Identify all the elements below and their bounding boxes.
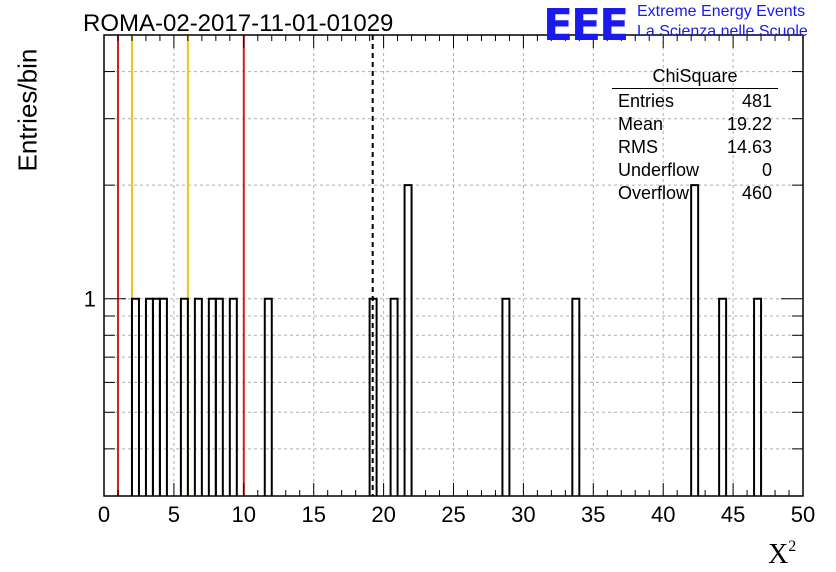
logo-line-1: Extreme Energy Events bbox=[637, 3, 806, 20]
histogram-bar bbox=[263, 297, 273, 496]
stats-label: Underflow bbox=[618, 160, 700, 180]
stats-row-overflow: Overflow 460 bbox=[612, 182, 778, 205]
stats-label: Overflow bbox=[618, 183, 690, 203]
histogram-bar bbox=[193, 297, 203, 496]
stats-label: RMS bbox=[618, 137, 658, 157]
chart-title: ROMA-02-2017-11-01-01029 bbox=[83, 10, 394, 37]
x-axis-label-symbol: X bbox=[768, 539, 789, 570]
stats-value: 14.63 bbox=[726, 137, 772, 157]
stats-row-rms: RMS 14.63 bbox=[612, 136, 778, 159]
histogram-bar bbox=[130, 297, 140, 496]
stats-label: Entries bbox=[618, 91, 675, 111]
stats-value: 460 bbox=[741, 183, 772, 203]
x-tick-label: 10 bbox=[232, 502, 256, 527]
stats-value: 481 bbox=[741, 91, 772, 111]
histogram-bar bbox=[214, 297, 224, 496]
histogram-bar bbox=[368, 297, 378, 496]
stats-value: 0 bbox=[761, 160, 772, 180]
x-tick-label: 30 bbox=[511, 502, 535, 527]
histogram-bar bbox=[571, 297, 581, 496]
x-tick-label: 40 bbox=[651, 502, 675, 527]
histogram-bar bbox=[389, 297, 399, 496]
y-axis-label: Entries/bin bbox=[12, 48, 43, 172]
histogram-bar bbox=[207, 297, 217, 496]
x-tick-label: 5 bbox=[168, 502, 180, 527]
histogram-bar bbox=[690, 184, 700, 496]
stats-label: Mean bbox=[618, 114, 664, 134]
stats-row-mean: Mean 19.22 bbox=[612, 113, 778, 136]
histogram-bar bbox=[501, 297, 511, 496]
histogram-bar bbox=[144, 297, 154, 496]
histogram-bar bbox=[179, 297, 189, 496]
stats-row-underflow: Underflow 0 bbox=[612, 159, 778, 182]
x-tick-label: 0 bbox=[98, 502, 110, 527]
histogram-bar bbox=[718, 297, 728, 496]
x-tick-label: 25 bbox=[441, 502, 465, 527]
stats-row-entries: Entries 481 bbox=[612, 90, 778, 113]
x-tick-label: 20 bbox=[371, 502, 395, 527]
x-axis-label: X2 bbox=[768, 538, 796, 571]
histogram-bar bbox=[151, 297, 161, 496]
stats-box: ChiSquare Entries 481 Mean 19.22 RMS 14.… bbox=[612, 66, 778, 205]
x-tick-label: 15 bbox=[301, 502, 325, 527]
x-tick-label: 45 bbox=[721, 502, 745, 527]
stats-title: ChiSquare bbox=[612, 66, 778, 89]
histogram-bar bbox=[228, 297, 238, 496]
eee-logo: EEE bbox=[543, 0, 629, 51]
x-tick-label: 35 bbox=[581, 502, 605, 527]
logo-line-2: La Scienza nelle Scuole bbox=[637, 23, 808, 40]
x-axis-label-superscript: 2 bbox=[788, 538, 797, 555]
x-tick-label: 50 bbox=[791, 502, 815, 527]
y-tick-label: 1 bbox=[84, 287, 96, 312]
histogram-bar bbox=[753, 297, 763, 496]
histogram-bar bbox=[158, 297, 168, 496]
histogram-bar bbox=[403, 184, 413, 496]
stats-value: 19.22 bbox=[726, 114, 772, 134]
